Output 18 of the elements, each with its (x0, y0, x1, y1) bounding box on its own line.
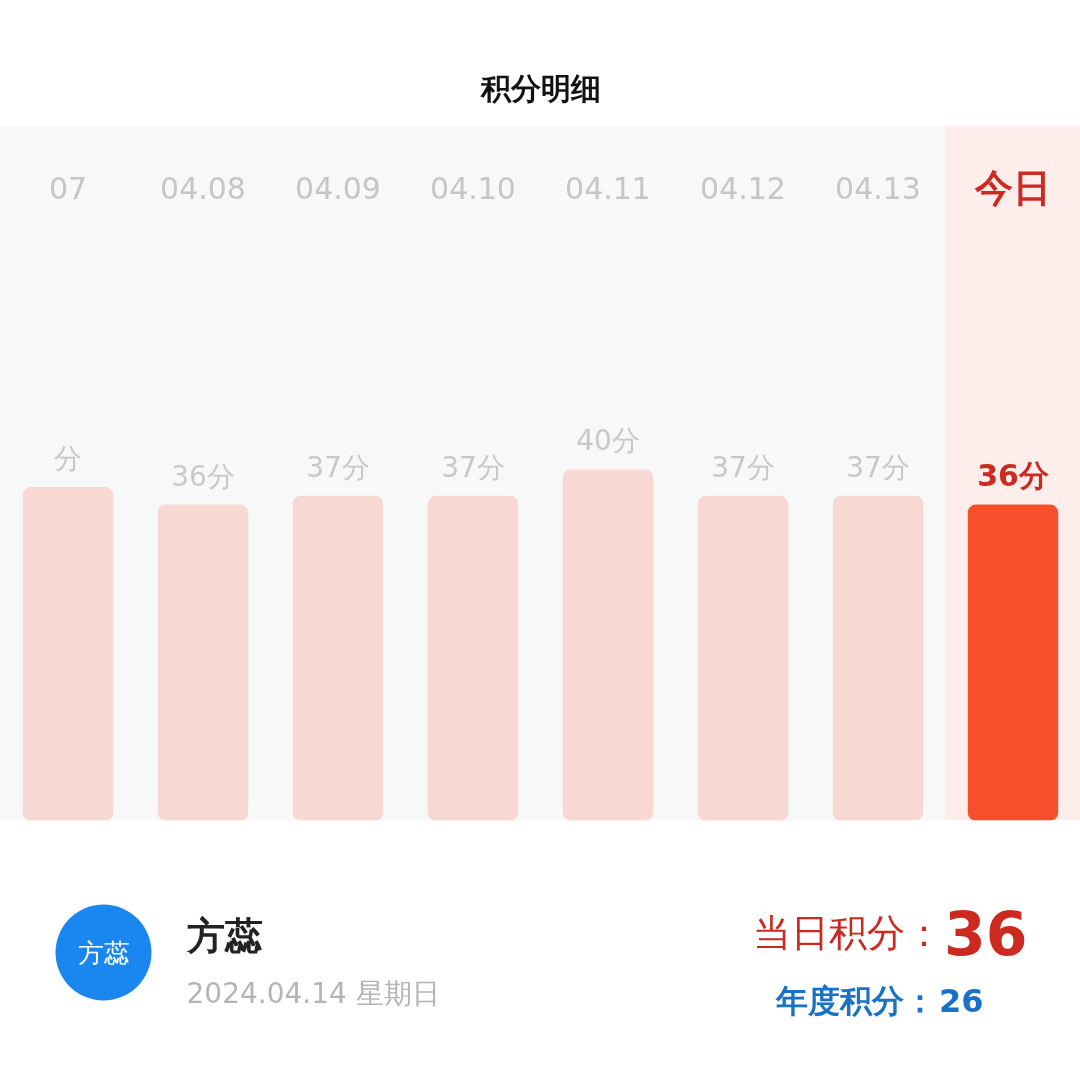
bar (292, 495, 384, 821)
chart-title: 积分明细 (479, 70, 601, 106)
bar (427, 495, 519, 821)
text: 36 (944, 899, 1028, 969)
bar (562, 469, 654, 821)
bar (832, 495, 924, 821)
text: 年度积分： (774, 981, 936, 1020)
text: 2024.04.14 星期日 (186, 977, 440, 1010)
text: 当日积分： (752, 910, 943, 955)
text: 方蕊 (77, 937, 130, 968)
x-tick-label: 今日 (974, 166, 1051, 211)
text: 方蕊 (185, 913, 263, 958)
text: 26 (938, 982, 984, 1020)
bar (22, 487, 114, 821)
bar (157, 504, 249, 821)
bar (697, 495, 789, 821)
data-label: 36分 (977, 457, 1049, 493)
bar (967, 504, 1059, 821)
